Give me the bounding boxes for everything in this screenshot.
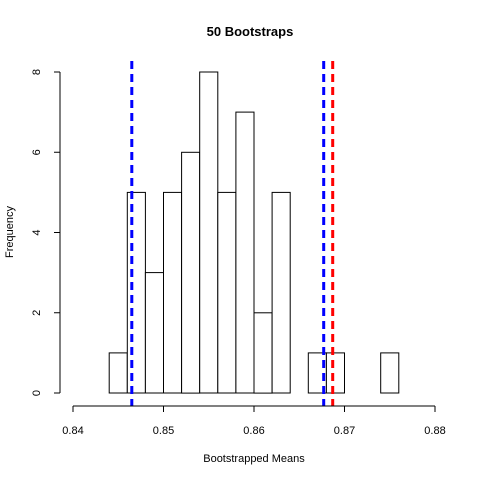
x-tick-label-3: 0.87 (334, 425, 355, 437)
y-axis-label: Frequency (4, 206, 16, 258)
y-axis: 0 2 4 6 8 (31, 69, 61, 396)
reference-lines-group (130, 61, 335, 406)
chart-title: 50 Bootstraps (207, 24, 294, 39)
histogram-bar-5 (199, 71, 219, 394)
x-tick-label-2: 0.86 (243, 425, 264, 437)
histogram-bar-3 (163, 191, 183, 394)
y-tick-label-3: 6 (31, 149, 43, 155)
x-tick-label-4: 0.88 (424, 425, 445, 437)
x-axis-label: Bootstrapped Means (203, 453, 305, 465)
x-tick-label-0: 0.84 (62, 425, 83, 437)
histogram-bar-9 (271, 191, 291, 394)
x-tick-label-1: 0.85 (153, 425, 174, 437)
y-tick-label-4: 8 (31, 69, 43, 75)
y-tick-label-0: 0 (31, 390, 43, 396)
histogram-bar-15 (380, 352, 400, 394)
bars-group (108, 71, 400, 394)
histogram-bar-0 (108, 352, 128, 394)
y-tick-label-2: 4 (31, 229, 43, 235)
histogram-bar-2 (144, 272, 164, 394)
histogram-bar-4 (181, 151, 201, 394)
histogram-bar-1 (126, 191, 146, 394)
y-tick-label-1: 2 (31, 310, 43, 316)
histogram-bar-8 (253, 312, 273, 394)
histogram-bar-7 (235, 111, 255, 394)
histogram-bar-6 (217, 191, 237, 394)
x-axis: 0.84 0.85 0.86 0.87 0.88 (62, 405, 446, 437)
histogram-bar-12 (325, 352, 345, 394)
